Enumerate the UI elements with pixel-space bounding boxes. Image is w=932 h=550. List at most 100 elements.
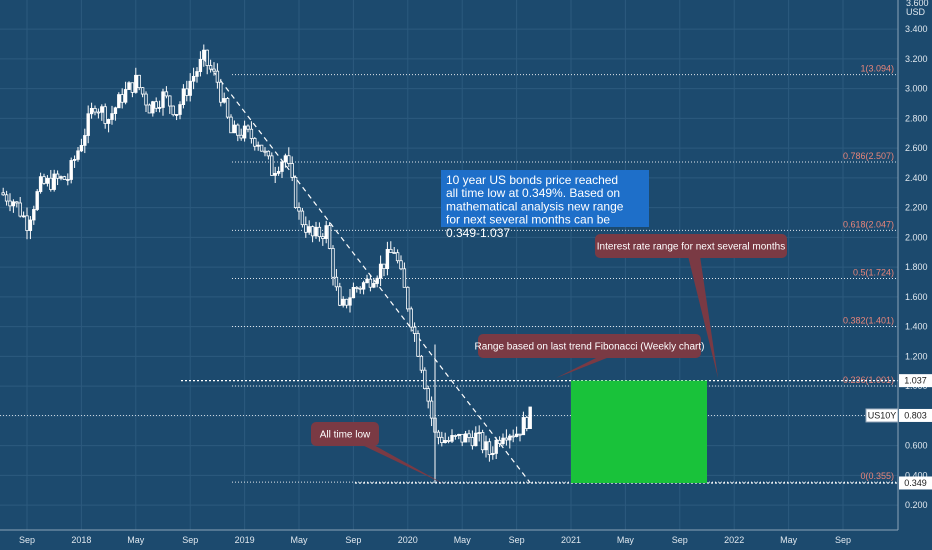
candle-body (419, 355, 424, 371)
candle-body (253, 138, 257, 147)
candle-body (491, 452, 495, 456)
interest-range-callout-pointer (688, 256, 718, 378)
candle-body (130, 82, 135, 93)
price-tag-value: 0.349 (904, 478, 927, 488)
candle-body (321, 236, 325, 239)
fib-range-callout-pointer (556, 356, 612, 378)
candle-body (225, 98, 230, 118)
candle-body (331, 248, 335, 278)
candle-body (202, 49, 206, 60)
candle-body (341, 298, 345, 306)
candle-body (79, 145, 84, 152)
info-box-text: 10 year US bonds price reached all time l… (446, 173, 624, 240)
candle-body (378, 263, 383, 279)
candle-body (76, 150, 80, 160)
candle-body (276, 171, 281, 174)
fib-label: 1(3.094) (860, 64, 894, 74)
x-tick-label: May (617, 535, 635, 545)
candle-body (157, 107, 162, 109)
candle-body (504, 437, 509, 441)
fib-label: 0.5(1.724) (853, 267, 894, 277)
x-tick-label: 2022 (724, 535, 744, 545)
x-tick-label: Sep (19, 535, 35, 545)
candle-body (416, 333, 420, 357)
candle-body (392, 252, 396, 254)
candle-body (256, 144, 260, 147)
candle-body (198, 58, 203, 72)
candle-body (348, 297, 352, 306)
candle-body (178, 104, 182, 115)
candle-body (423, 369, 427, 390)
y-tick-label: 2.000 (905, 232, 928, 242)
y-tick-label: 1.200 (905, 351, 928, 361)
candle-body (528, 406, 532, 429)
price-tag-box (899, 374, 932, 388)
y-tick-label: 3.000 (905, 84, 928, 94)
candle-body (484, 441, 488, 451)
candle-body (324, 225, 328, 239)
candle-body (89, 108, 94, 115)
all-time-low-callout-box (311, 422, 379, 446)
x-tick-label: 2021 (561, 535, 581, 545)
candle-body (446, 440, 451, 442)
candle-body (355, 287, 359, 289)
candle-body (310, 226, 315, 237)
candles (1, 44, 532, 483)
info-box-line: mathematical analysis new range (446, 199, 624, 213)
candle-body (191, 75, 196, 82)
candle-body (317, 226, 322, 238)
candle-body (86, 113, 90, 136)
candle-body (494, 439, 498, 454)
candle-body (18, 202, 22, 217)
currency-label: USD (906, 7, 926, 17)
x-tick-label: May (780, 535, 798, 545)
candle-body (443, 440, 447, 443)
y-tick-label: 2.600 (905, 143, 928, 153)
candle-body (463, 433, 468, 443)
candle-body (511, 435, 515, 438)
candle-body (409, 308, 413, 328)
fib-range-callout: Range based on last trend Fibonacci (Wee… (475, 334, 705, 378)
candle-body (25, 215, 29, 231)
candle-body (358, 287, 362, 290)
candle-body (497, 439, 502, 445)
info-box-rect (441, 170, 649, 227)
y-tick-label: 1.600 (905, 292, 928, 302)
candle-body (327, 225, 332, 249)
fib-range-callout-text: Range based on last trend Fibonacci (Wee… (475, 342, 705, 353)
candle-body (168, 95, 172, 107)
candle-body (440, 436, 444, 443)
candle-body (239, 134, 243, 139)
x-tick-label: 2019 (235, 535, 255, 545)
y-tick-label: 2.200 (905, 203, 928, 213)
candle-body (290, 163, 294, 178)
x-tick-label: Sep (672, 535, 688, 545)
candle-body (164, 91, 169, 97)
y-tick-label: 3.200 (905, 54, 928, 64)
candle-body (453, 435, 458, 437)
candle-body (273, 172, 277, 176)
fib-label: 0(0.355) (860, 471, 894, 481)
candle-body (382, 263, 386, 270)
callouts: Interest rate range for next several mon… (311, 170, 787, 484)
candle-body (15, 201, 19, 204)
candle-body (96, 111, 101, 114)
candle-body (293, 176, 298, 209)
candle-body (518, 433, 522, 436)
candle-body (501, 437, 505, 445)
candle-body (106, 119, 111, 124)
x-tick-label: Sep (345, 535, 361, 545)
y-tick-label: 0.200 (905, 500, 928, 510)
candle-body (127, 82, 131, 90)
candle-body (300, 210, 305, 226)
candle-body (4, 194, 9, 202)
y-tick-label: 2.800 (905, 113, 928, 123)
interest-range-callout: Interest rate range for next several mon… (595, 234, 787, 378)
candle-body (236, 124, 240, 136)
all-time-low-callout: All time low (311, 422, 444, 484)
candle-body (338, 286, 342, 306)
candle-body (140, 87, 145, 95)
price-tag-box (899, 476, 932, 490)
